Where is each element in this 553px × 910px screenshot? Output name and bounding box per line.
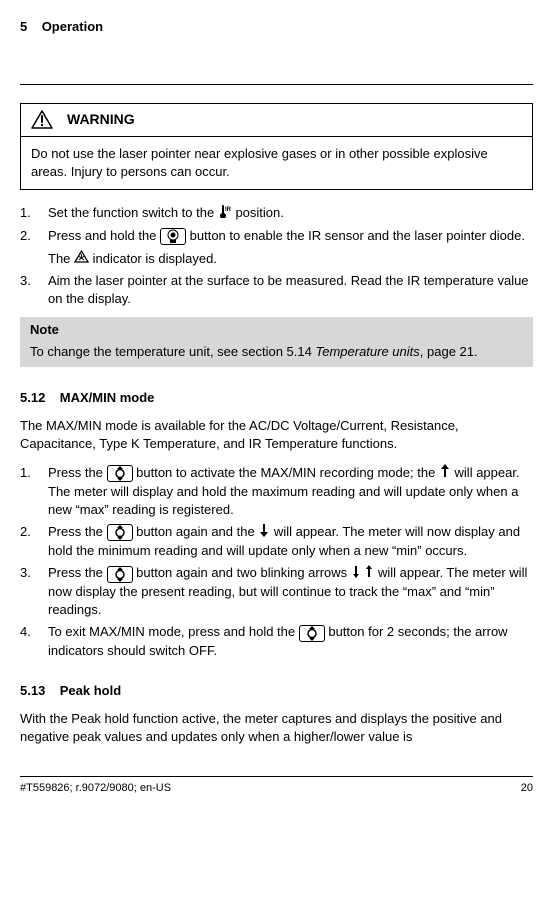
step2sub-b: indicator is displayed. xyxy=(89,251,217,266)
section-512-head: 5.12 MAX/MIN mode xyxy=(20,389,533,407)
mm-step-2: Press the button again and the will appe… xyxy=(20,523,533,560)
mm3-a: Press the xyxy=(48,565,107,580)
section-513-num: 5.13 xyxy=(20,683,45,698)
mm1-b: button to activate the MAX/MIN recording… xyxy=(133,465,439,480)
procedure-list-maxmin: Press the button to activate the MAX/MIN… xyxy=(20,464,533,660)
step-3: Aim the laser pointer at the surface to … xyxy=(20,272,533,308)
step1-text-a: Set the function switch to the xyxy=(48,205,218,220)
mm-step-3: Press the button again and two blinking … xyxy=(20,564,533,619)
note-box: Note To change the temperature unit, see… xyxy=(20,317,533,367)
section-512-title: MAX/MIN mode xyxy=(60,390,155,405)
procedure-list-ir: Set the function switch to the IR positi… xyxy=(20,204,533,308)
mm2-b: button again and the xyxy=(133,524,259,539)
page-number: 20 xyxy=(521,781,533,796)
footer: #T559826; r.9072/9080; en-US 20 xyxy=(20,777,533,796)
step-1: Set the function switch to the IR positi… xyxy=(20,204,533,223)
chapter-title: Operation xyxy=(42,19,103,34)
mm4-a: To exit MAX/MIN mode, press and hold the xyxy=(48,624,299,639)
ir-thermometer-icon: IR xyxy=(218,204,232,223)
section-512-num: 5.12 xyxy=(20,390,45,405)
warning-body: Do not use the laser pointer near explos… xyxy=(21,137,532,189)
warning-box: WARNING Do not use the laser pointer nea… xyxy=(20,103,533,190)
doc-id: #T559826; r.9072/9080; en-US xyxy=(20,781,171,796)
section-512-intro: The MAX/MIN mode is available for the AC… xyxy=(20,417,533,453)
section-513-head: 5.13 Peak hold xyxy=(20,682,533,700)
note-ref: Temperature units xyxy=(315,344,419,359)
note-a: To change the temperature unit, see sect… xyxy=(30,344,315,359)
note-head: Note xyxy=(20,317,533,341)
maxmin-button-icon xyxy=(107,465,133,482)
ir-lock-button-icon xyxy=(160,228,186,245)
up-arrow-icon xyxy=(439,464,451,483)
header-rule xyxy=(20,84,533,85)
chapter-number: 5 xyxy=(20,19,27,34)
maxmin-button-icon xyxy=(107,566,133,583)
mm2-a: Press the xyxy=(48,524,107,539)
warning-header: WARNING xyxy=(21,104,532,137)
page-header: 5 Operation xyxy=(20,18,533,36)
warning-label: WARNING xyxy=(67,110,135,130)
up-arrow-icon xyxy=(364,565,374,583)
section-513-body: With the Peak hold function active, the … xyxy=(20,710,533,746)
section-513-title: Peak hold xyxy=(60,683,121,698)
mm-step-1: Press the button to activate the MAX/MIN… xyxy=(20,464,533,520)
warning-triangle-icon xyxy=(31,110,53,129)
step2-text-b: button to enable the IR sensor and the l… xyxy=(186,228,525,243)
step2sub-a: The xyxy=(48,251,74,266)
step2-sub: The indicator is displayed. xyxy=(48,250,533,269)
step-2: Press and hold the button to enable the … xyxy=(20,227,533,268)
maxmin-button-icon xyxy=(299,625,325,642)
step2-text-a: Press and hold the xyxy=(48,228,160,243)
mm1-a: Press the xyxy=(48,465,107,480)
maxmin-button-icon xyxy=(107,524,133,541)
laser-indicator-icon xyxy=(74,250,89,268)
mm-step-4: To exit MAX/MIN mode, press and hold the… xyxy=(20,623,533,659)
note-body: To change the temperature unit, see sect… xyxy=(20,341,533,367)
step3-text: Aim the laser pointer at the surface to … xyxy=(48,273,529,306)
step1-text-b: position. xyxy=(232,205,284,220)
note-b: , page 21. xyxy=(420,344,478,359)
svg-text:IR: IR xyxy=(225,207,232,213)
down-arrow-icon xyxy=(351,565,361,583)
mm3-b: button again and two blinking arrows xyxy=(133,565,351,580)
down-arrow-icon xyxy=(258,523,270,542)
